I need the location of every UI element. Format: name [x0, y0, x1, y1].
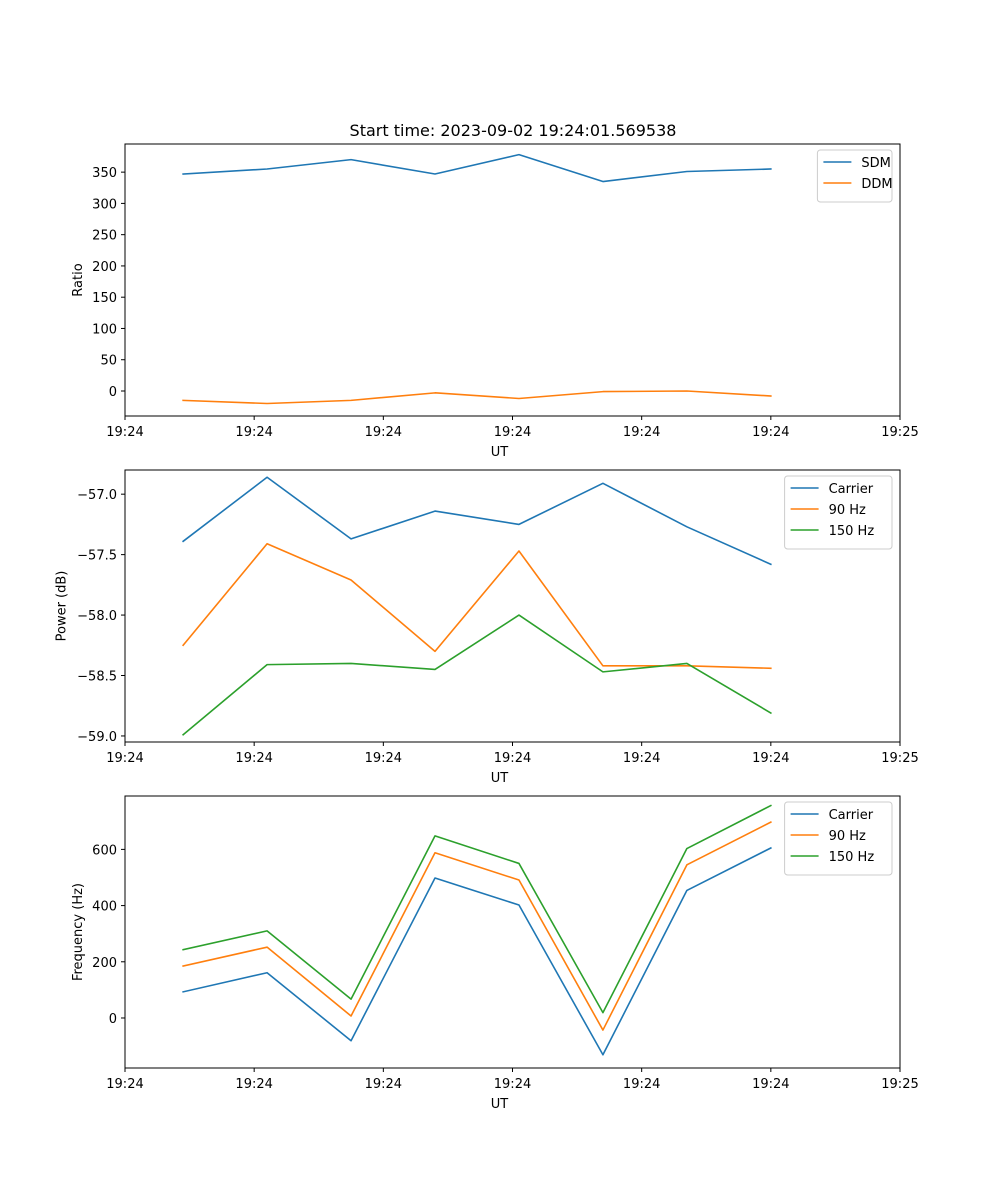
y-tick-label-ratio: 150 — [92, 291, 117, 306]
x-tick-label-ratio: 19:24 — [752, 425, 789, 440]
x-tick-label-ratio: 19:25 — [881, 425, 918, 440]
y-tick-label-frequency: 0 — [109, 1012, 117, 1027]
panel-ratio: 19:24 19:24 19:24 19:24 19:24 19:24 19:25 0 50 10… — [71, 143, 919, 460]
y-axis-label-power: Power (dB) — [55, 571, 70, 642]
x-tick-label-ratio: 19:24 — [623, 425, 660, 440]
y-tick-label-ratio: 0 — [109, 385, 117, 400]
x-tick-label-frequency: 19:24 — [106, 1077, 143, 1092]
legend-frequency: Carrier 90 Hz 150 Hz — [784, 801, 893, 876]
x-tick-label-ratio: 19:24 — [365, 425, 402, 440]
x-axis-label-frequency: UT — [491, 1097, 509, 1112]
x-tick-label-frequency: 19:24 — [752, 1077, 789, 1092]
legend-ratio: SDM DDM — [816, 149, 893, 203]
x-tick-label-power: 19:25 — [881, 751, 918, 766]
y-tick-label-ratio: 200 — [92, 260, 117, 275]
x-tick-label-ratio: 19:24 — [235, 425, 272, 440]
x-axis-label-ratio: UT — [491, 445, 509, 460]
x-tick-label-frequency: 19:25 — [881, 1077, 918, 1092]
legend-label-power: 150 Hz — [829, 524, 875, 539]
legend-label-power: Carrier — [829, 482, 874, 497]
series-line-frequency-150-hz — [182, 804, 772, 1014]
y-tick-label-power: −59.0 — [77, 730, 117, 745]
x-tick-label-frequency: 19:24 — [623, 1077, 660, 1092]
x-tick-label-power: 19:24 — [494, 751, 531, 766]
legend-frame-ratio — [816, 149, 893, 203]
y-tick-label-ratio: 300 — [92, 197, 117, 212]
x-tick-label-power: 19:24 — [106, 751, 143, 766]
chart-panels: 19:24 19:24 19:24 19:24 19:24 19:24 19:25 0 50 10… — [55, 143, 919, 1112]
x-tick-label-power: 19:24 — [623, 751, 660, 766]
panel-power: 19:24 19:24 19:24 19:24 19:24 19:24 19:25 −59.0… — [55, 469, 919, 786]
x-tick-label-frequency: 19:24 — [494, 1077, 531, 1092]
y-tick-label-power: −57.5 — [77, 549, 117, 564]
series-line-frequency-90-hz — [182, 821, 772, 1031]
legend-label-frequency: 150 Hz — [829, 850, 875, 865]
y-axis-label-frequency: Frequency (Hz) — [71, 883, 86, 981]
legend-label-ratio: SDM — [861, 156, 890, 171]
y-tick-label-power: −58.0 — [77, 609, 117, 624]
x-tick-label-ratio: 19:24 — [106, 425, 143, 440]
y-tick-label-ratio: 350 — [92, 166, 117, 181]
figure-title: Start time: 2023-09-02 19:24:01.569538 — [350, 121, 677, 140]
x-tick-label-power: 19:24 — [365, 751, 402, 766]
legend-label-ratio: DDM — [861, 177, 892, 192]
x-tick-label-frequency: 19:24 — [235, 1077, 272, 1092]
x-tick-label-ratio: 19:24 — [494, 425, 531, 440]
y-axis-label-ratio: Ratio — [71, 263, 86, 296]
series-line-ratio-ddm — [182, 390, 772, 405]
legend-label-power: 90 Hz — [829, 503, 866, 518]
y-tick-label-ratio: 100 — [92, 322, 117, 337]
panel-frequency: 19:24 19:24 19:24 19:24 19:24 19:24 19:25 0 200 4… — [71, 795, 919, 1112]
y-tick-label-frequency: 600 — [92, 843, 117, 858]
series-line-ratio-sdm — [182, 153, 772, 183]
x-tick-label-power: 19:24 — [235, 751, 272, 766]
series-line-power-carrier — [182, 476, 772, 566]
legend-label-frequency: Carrier — [829, 808, 874, 823]
y-tick-label-frequency: 400 — [92, 900, 117, 915]
series-line-frequency-carrier — [182, 846, 772, 1056]
y-tick-label-frequency: 200 — [92, 956, 117, 971]
x-tick-label-power: 19:24 — [752, 751, 789, 766]
series-line-power-90-hz — [182, 542, 772, 670]
y-tick-label-ratio: 250 — [92, 229, 117, 244]
legend-power: Carrier 90 Hz 150 Hz — [784, 475, 893, 550]
legend-label-frequency: 90 Hz — [829, 829, 866, 844]
series-line-power-150-hz — [182, 614, 772, 736]
x-tick-label-frequency: 19:24 — [365, 1077, 402, 1092]
y-tick-label-ratio: 50 — [100, 354, 117, 369]
y-tick-label-power: −58.5 — [77, 670, 117, 685]
y-tick-label-power: −57.0 — [77, 488, 117, 503]
x-axis-label-power: UT — [491, 771, 509, 786]
